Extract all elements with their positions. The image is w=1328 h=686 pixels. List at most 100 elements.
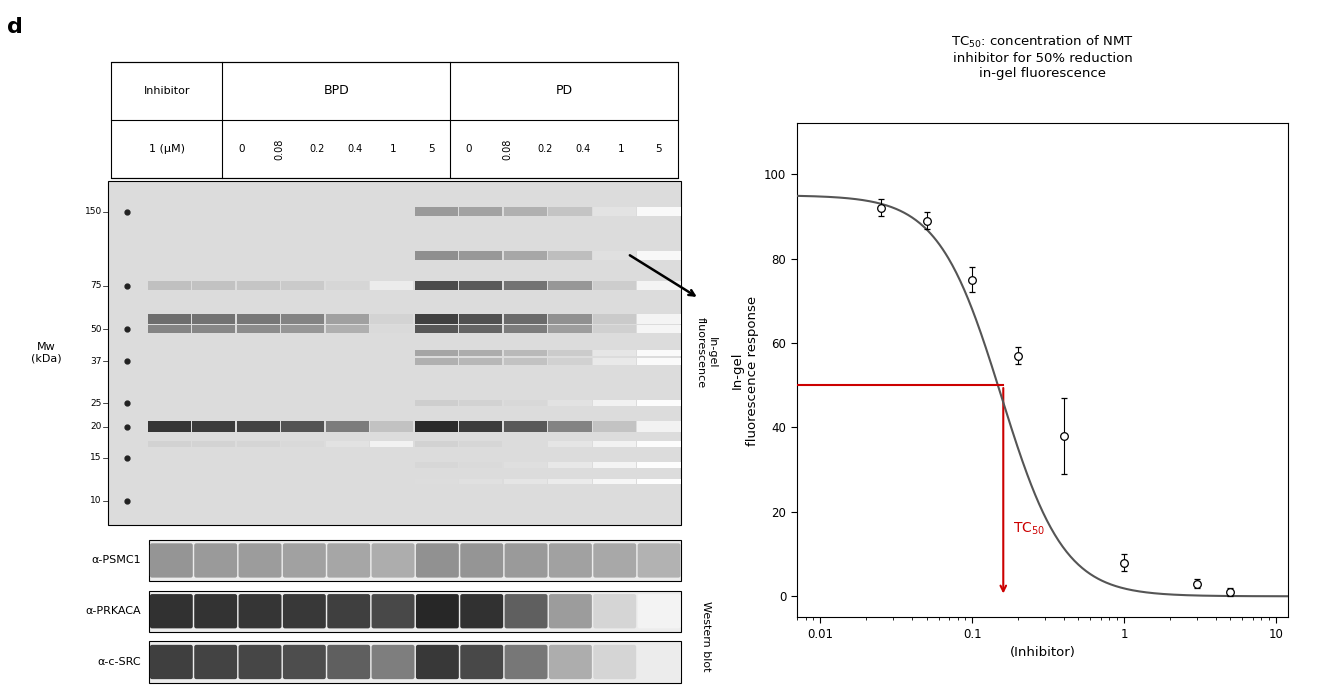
- FancyBboxPatch shape: [548, 441, 591, 447]
- FancyBboxPatch shape: [637, 207, 680, 216]
- FancyBboxPatch shape: [193, 314, 235, 324]
- Text: 0.08: 0.08: [274, 139, 284, 160]
- FancyBboxPatch shape: [637, 594, 680, 628]
- FancyBboxPatch shape: [459, 281, 502, 290]
- FancyBboxPatch shape: [239, 543, 282, 578]
- FancyBboxPatch shape: [236, 325, 280, 333]
- FancyBboxPatch shape: [149, 641, 681, 683]
- FancyBboxPatch shape: [461, 645, 503, 679]
- Text: 10: 10: [90, 497, 102, 506]
- Text: 0.2: 0.2: [537, 144, 552, 154]
- FancyBboxPatch shape: [503, 479, 547, 484]
- FancyBboxPatch shape: [283, 645, 325, 679]
- Text: 5: 5: [656, 144, 663, 154]
- FancyBboxPatch shape: [592, 479, 636, 484]
- FancyBboxPatch shape: [637, 314, 680, 324]
- FancyBboxPatch shape: [236, 421, 280, 432]
- Text: 0: 0: [466, 144, 473, 154]
- FancyBboxPatch shape: [282, 325, 324, 333]
- FancyBboxPatch shape: [150, 543, 193, 578]
- FancyBboxPatch shape: [372, 543, 414, 578]
- FancyBboxPatch shape: [325, 281, 369, 290]
- FancyBboxPatch shape: [149, 591, 681, 632]
- FancyBboxPatch shape: [459, 421, 502, 432]
- Text: α-PSMC1: α-PSMC1: [90, 556, 141, 565]
- Y-axis label: In-gel
fluorescence response: In-gel fluorescence response: [730, 296, 758, 445]
- FancyBboxPatch shape: [548, 462, 591, 468]
- FancyBboxPatch shape: [149, 540, 681, 581]
- FancyBboxPatch shape: [548, 250, 591, 259]
- FancyBboxPatch shape: [592, 281, 636, 290]
- FancyBboxPatch shape: [414, 325, 458, 333]
- FancyBboxPatch shape: [505, 594, 547, 628]
- FancyBboxPatch shape: [459, 350, 502, 357]
- Text: 0.2: 0.2: [309, 144, 325, 154]
- FancyBboxPatch shape: [548, 325, 591, 333]
- FancyBboxPatch shape: [414, 207, 458, 216]
- FancyBboxPatch shape: [414, 350, 458, 357]
- FancyBboxPatch shape: [548, 314, 591, 324]
- FancyBboxPatch shape: [592, 400, 636, 406]
- Text: 1: 1: [618, 144, 624, 154]
- FancyBboxPatch shape: [459, 441, 502, 447]
- FancyBboxPatch shape: [327, 594, 371, 628]
- Text: 0.4: 0.4: [575, 144, 591, 154]
- FancyBboxPatch shape: [150, 594, 193, 628]
- FancyBboxPatch shape: [503, 250, 547, 259]
- Text: BPD: BPD: [323, 84, 349, 97]
- FancyBboxPatch shape: [637, 462, 680, 468]
- Text: TC$_{50}$: concentration of NMT
inhibitor for 50% reduction
in-gel fluorescence: TC$_{50}$: concentration of NMT inhibito…: [951, 34, 1134, 80]
- Text: In-gel
fluorescence: In-gel fluorescence: [696, 318, 717, 388]
- FancyBboxPatch shape: [325, 325, 369, 333]
- FancyBboxPatch shape: [548, 479, 591, 484]
- FancyBboxPatch shape: [548, 400, 591, 406]
- FancyBboxPatch shape: [282, 281, 324, 290]
- FancyBboxPatch shape: [414, 479, 458, 484]
- FancyBboxPatch shape: [147, 441, 191, 447]
- FancyBboxPatch shape: [372, 594, 414, 628]
- FancyBboxPatch shape: [505, 543, 547, 578]
- FancyBboxPatch shape: [592, 358, 636, 365]
- FancyBboxPatch shape: [372, 645, 414, 679]
- FancyBboxPatch shape: [637, 645, 680, 679]
- FancyBboxPatch shape: [371, 421, 413, 432]
- FancyBboxPatch shape: [371, 441, 413, 447]
- FancyBboxPatch shape: [637, 543, 680, 578]
- FancyBboxPatch shape: [283, 543, 325, 578]
- FancyBboxPatch shape: [147, 421, 191, 432]
- FancyBboxPatch shape: [193, 325, 235, 333]
- FancyBboxPatch shape: [637, 250, 680, 259]
- FancyBboxPatch shape: [637, 400, 680, 406]
- FancyBboxPatch shape: [371, 325, 413, 333]
- Text: TC$_{50}$: TC$_{50}$: [1012, 521, 1045, 537]
- FancyBboxPatch shape: [503, 441, 547, 447]
- FancyBboxPatch shape: [548, 350, 591, 357]
- FancyBboxPatch shape: [414, 358, 458, 365]
- Text: 15: 15: [90, 453, 102, 462]
- FancyBboxPatch shape: [459, 325, 502, 333]
- FancyBboxPatch shape: [414, 250, 458, 259]
- FancyBboxPatch shape: [283, 594, 325, 628]
- FancyBboxPatch shape: [459, 479, 502, 484]
- FancyBboxPatch shape: [503, 314, 547, 324]
- FancyBboxPatch shape: [236, 314, 280, 324]
- FancyBboxPatch shape: [594, 543, 636, 578]
- FancyBboxPatch shape: [548, 281, 591, 290]
- X-axis label: (Inhibitor): (Inhibitor): [1009, 646, 1076, 659]
- FancyBboxPatch shape: [108, 181, 681, 525]
- FancyBboxPatch shape: [637, 358, 680, 365]
- FancyBboxPatch shape: [112, 62, 677, 178]
- Text: d: d: [7, 17, 23, 37]
- FancyBboxPatch shape: [193, 421, 235, 432]
- FancyBboxPatch shape: [503, 281, 547, 290]
- Text: 5: 5: [428, 144, 434, 154]
- FancyBboxPatch shape: [503, 350, 547, 357]
- FancyBboxPatch shape: [325, 314, 369, 324]
- FancyBboxPatch shape: [461, 543, 503, 578]
- FancyBboxPatch shape: [548, 421, 591, 432]
- FancyBboxPatch shape: [637, 281, 680, 290]
- Text: α-c-SRC: α-c-SRC: [97, 657, 141, 667]
- Text: Western blot: Western blot: [701, 602, 712, 672]
- Text: α-PRKACA: α-PRKACA: [85, 606, 141, 616]
- FancyBboxPatch shape: [592, 207, 636, 216]
